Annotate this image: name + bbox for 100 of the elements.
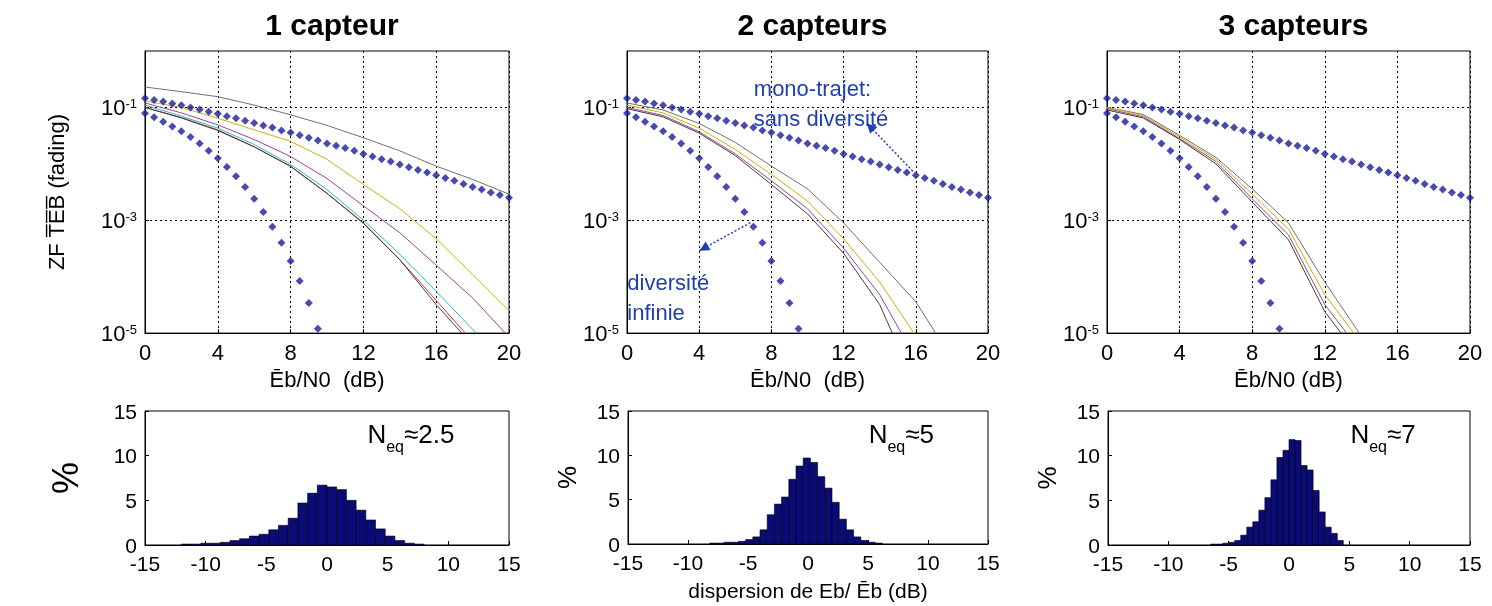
point: [1257, 131, 1266, 140]
point: [204, 146, 213, 155]
point: [259, 208, 268, 217]
point: [268, 222, 277, 231]
point: [395, 160, 404, 169]
point: [722, 182, 731, 191]
x-tick-label: -5: [738, 551, 758, 574]
point: [1202, 182, 1211, 191]
point: [222, 112, 231, 121]
point: [1220, 208, 1229, 217]
x-tick-label: 4: [211, 339, 224, 365]
point: [1302, 144, 1311, 153]
point: [1284, 139, 1293, 148]
point: [758, 238, 767, 247]
point: [186, 132, 195, 141]
point: [677, 105, 686, 114]
point: [268, 123, 277, 132]
point: [947, 182, 956, 191]
point: [668, 103, 677, 112]
x-tick-label: 20: [1457, 339, 1483, 365]
point: [141, 109, 149, 118]
y-tick-label: 10: [113, 444, 137, 468]
point: [758, 126, 767, 135]
point: [1184, 162, 1193, 171]
point: [1175, 154, 1184, 163]
y-tick-label: 10$^{-1}$: [100, 95, 137, 121]
point: [304, 299, 313, 308]
point: [1411, 176, 1420, 185]
x-tick-label: 4: [693, 339, 706, 365]
point: [1348, 157, 1357, 166]
point: [938, 179, 947, 188]
point: [1447, 188, 1456, 197]
point: [1375, 165, 1384, 174]
y-axis-title: %: [552, 465, 582, 490]
point: [1357, 160, 1366, 169]
point: [695, 109, 704, 118]
y-tick-label: 10$^{-5}$: [582, 320, 619, 346]
point: [1112, 95, 1121, 104]
point: [195, 139, 204, 148]
point: [1121, 117, 1130, 126]
y-tick-label: 15: [113, 399, 137, 423]
x-tick-label: 15: [976, 551, 1000, 574]
point: [650, 122, 659, 131]
point: [222, 162, 231, 171]
point: [623, 94, 631, 103]
point: [150, 113, 159, 122]
chart-title: 3 capteurs: [1218, 7, 1369, 41]
point: [423, 168, 432, 177]
x-tick-label: 15: [497, 552, 521, 575]
point: [848, 152, 857, 161]
x-tick-label: 8: [765, 339, 778, 365]
point: [1157, 105, 1166, 114]
point: [295, 131, 304, 140]
point: [150, 95, 159, 104]
point: [1139, 101, 1148, 110]
point: [956, 185, 965, 194]
point: [177, 127, 186, 136]
x-tick-label: 8: [284, 339, 297, 365]
x-tick-label: -5: [1219, 552, 1239, 575]
point: [277, 238, 286, 247]
x-tick-label: 0: [1283, 552, 1295, 575]
point: [286, 256, 295, 265]
point: [241, 116, 250, 125]
x-tick-label: 20: [496, 339, 522, 365]
point: [1139, 127, 1148, 136]
x-tick-label: 12: [831, 339, 856, 365]
y-axis-title: %: [1032, 466, 1062, 490]
point: [1121, 97, 1130, 106]
point: [1166, 146, 1175, 155]
point: [486, 188, 495, 197]
x-tick-label: -10: [1153, 552, 1184, 575]
point: [1184, 112, 1193, 121]
point: [213, 154, 222, 163]
point: [893, 165, 902, 174]
point: [875, 160, 884, 169]
x-tick-label: 8: [1246, 339, 1259, 365]
point: [1456, 191, 1465, 200]
point: [1275, 324, 1284, 333]
y-tick-label: 10$^{-5}$: [1062, 320, 1099, 346]
x-tick-label: 15: [1458, 552, 1482, 575]
point: [159, 97, 168, 106]
y-tick-label: 10$^{-3}$: [100, 207, 137, 233]
point: [177, 101, 186, 110]
point: [332, 141, 341, 150]
point: [740, 208, 749, 217]
x-tick-label: 12: [1312, 339, 1338, 365]
y-tick-label: 5: [125, 488, 137, 512]
point: [1275, 136, 1284, 145]
point: [785, 299, 794, 308]
y-tick-label: 15: [1076, 399, 1100, 423]
point: [677, 139, 686, 148]
point: [505, 193, 513, 202]
x-tick-label: 0: [321, 552, 333, 575]
point: [695, 154, 704, 163]
x-tick-label: 5: [381, 552, 394, 575]
point: [974, 191, 983, 200]
point: [713, 114, 722, 123]
point: [731, 118, 740, 127]
point: [821, 144, 830, 153]
x-tick-label: -10: [672, 551, 704, 574]
